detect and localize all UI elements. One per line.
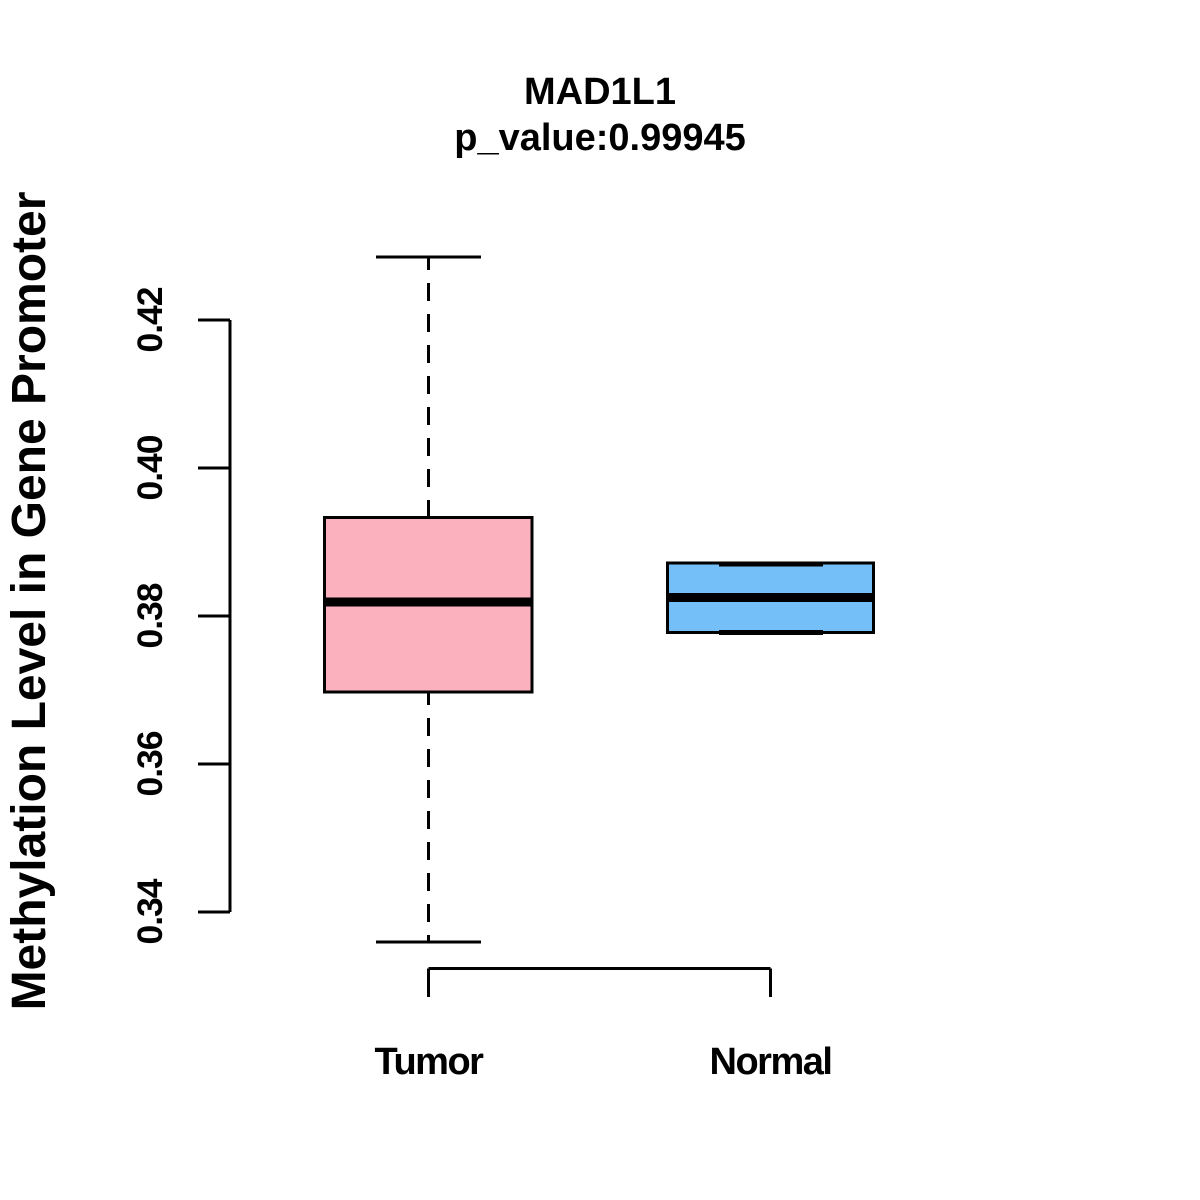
svg-text:Tumor: Tumor [375,1041,485,1083]
svg-text:MAD1L1: MAD1L1 [524,71,676,113]
svg-text:0.34: 0.34 [130,878,170,944]
svg-text:Normal: Normal [710,1041,832,1083]
svg-text:0.42: 0.42 [130,287,170,352]
svg-text:Methylation Level in Gene Prom: Methylation Level in Gene Promoter [3,192,56,1011]
svg-text:0.38: 0.38 [130,583,170,648]
svg-text:0.36: 0.36 [130,731,170,796]
svg-text:p_value:0.99945: p_value:0.99945 [454,117,746,159]
svg-text:0.40: 0.40 [130,435,170,500]
